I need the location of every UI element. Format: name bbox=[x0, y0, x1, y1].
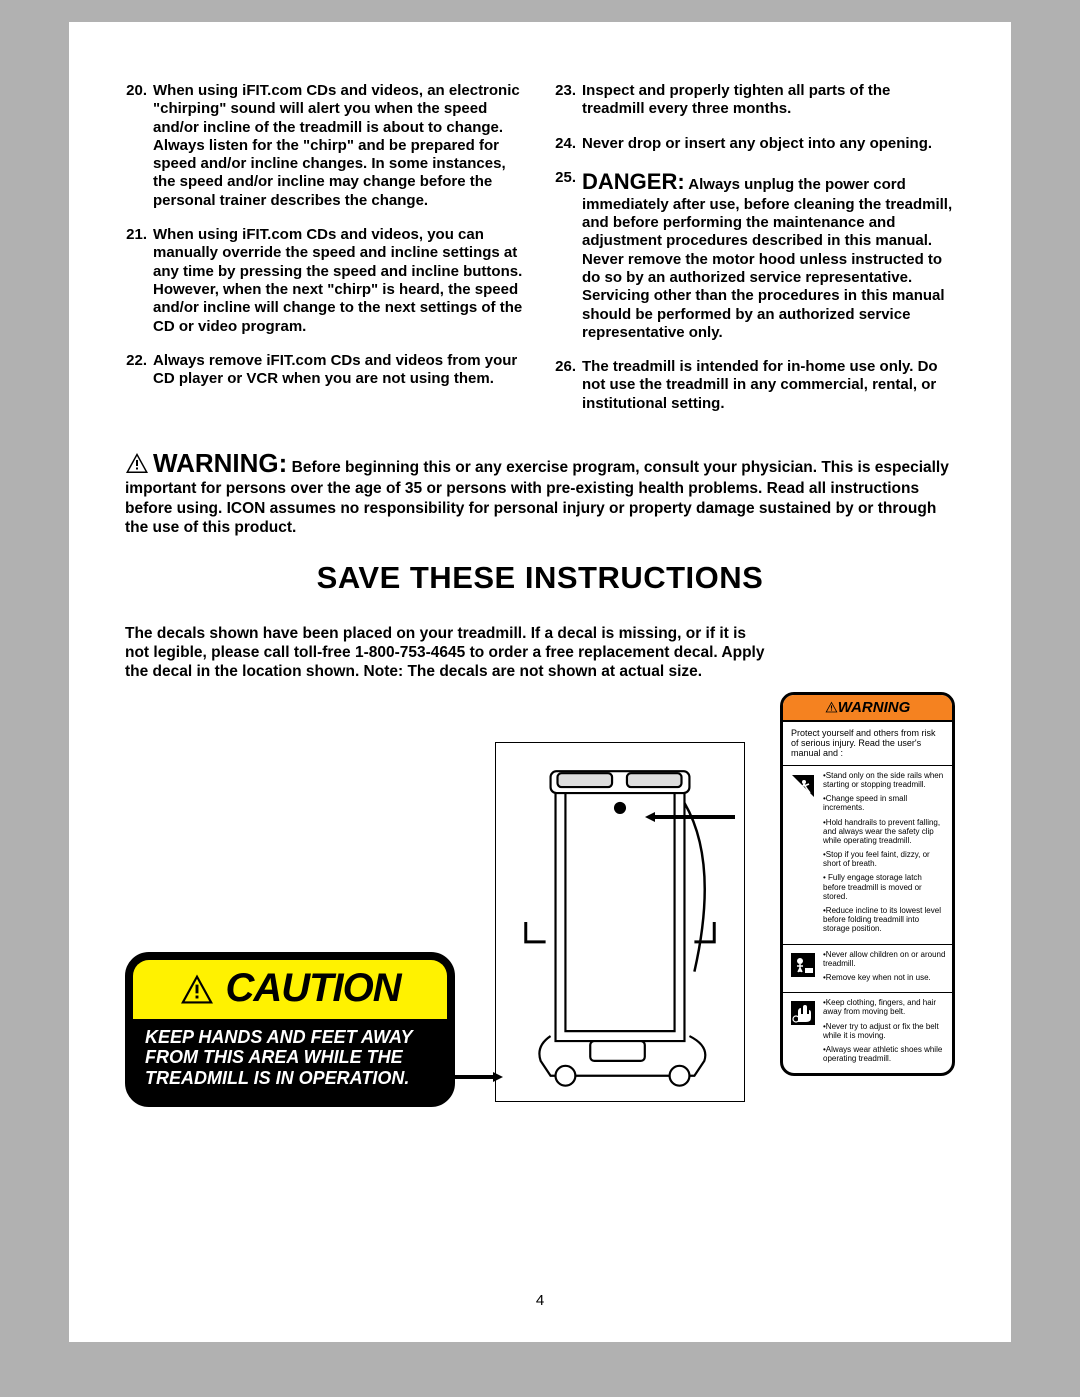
warning-decal-bullet: •Hold handrails to prevent falling, and … bbox=[823, 818, 946, 846]
warning-decal-bullet: •Stand only on the side rails when start… bbox=[823, 771, 946, 789]
warning-decal-section: •Never allow children on or around tread… bbox=[783, 945, 952, 994]
warning-decal-bullet: • Fully engage storage latch before trea… bbox=[823, 873, 946, 901]
list-item: 20.When using iFIT.com CDs and videos, a… bbox=[125, 82, 526, 210]
item-number: 23. bbox=[554, 82, 582, 119]
item-body: Always unplug the power cord immediately… bbox=[582, 176, 952, 341]
warning-decal-bullet: •Never try to adjust or fix the belt whi… bbox=[823, 1022, 946, 1040]
caution-triangle-icon bbox=[179, 966, 225, 1010]
danger-word: DANGER: bbox=[582, 169, 685, 194]
item-text: DANGER: Always unplug the power cord imm… bbox=[582, 169, 955, 342]
warning-decal-bullets: •Keep clothing, fingers, and hair away f… bbox=[823, 998, 946, 1068]
item-number: 26. bbox=[554, 358, 582, 413]
warning-decal-bullet: •Change speed in small increments. bbox=[823, 794, 946, 812]
item-text: Inspect and properly tighten all parts o… bbox=[582, 82, 955, 119]
item-text: The treadmill is intended for in-home us… bbox=[582, 358, 955, 413]
list-item: 22.Always remove iFIT.com CDs and videos… bbox=[125, 352, 526, 389]
page-number: 4 bbox=[125, 1292, 955, 1309]
caution-header: CAUTION bbox=[133, 960, 447, 1019]
item-body: Never drop or insert any object into any… bbox=[582, 135, 932, 152]
item-body: When using iFIT.com CDs and videos, you … bbox=[153, 226, 522, 334]
warning-decal-section: •Stand only on the side rails when start… bbox=[783, 766, 952, 945]
warning-decal-pictogram-icon bbox=[789, 771, 817, 939]
decal-intro-text: The decals shown have been placed on you… bbox=[125, 624, 765, 682]
warning-decal-pictogram-icon bbox=[789, 950, 817, 988]
item-number: 22. bbox=[125, 352, 153, 389]
warning-decal-pictogram-icon bbox=[789, 998, 817, 1068]
manual-page: 20.When using iFIT.com CDs and videos, a… bbox=[69, 22, 1011, 1342]
warning-decal-bullets: •Never allow children on or around tread… bbox=[823, 950, 946, 988]
warning-decal-bullet: •Always wear athletic shoes while operat… bbox=[823, 1045, 946, 1063]
arrow-warning-to-treadmill-icon bbox=[645, 812, 735, 822]
warning-decal-bullet: •Stop if you feel faint, dizzy, or short… bbox=[823, 850, 946, 868]
warning-decal-bullet: •Reduce incline to its lowest level befo… bbox=[823, 906, 946, 934]
caution-word: CAUTION bbox=[225, 966, 400, 1010]
illustration-area: CAUTION KEEP HANDS AND FEET AWAY FROM TH… bbox=[125, 692, 760, 1252]
right-column: 23.Inspect and properly tighten all part… bbox=[554, 82, 955, 429]
item-body: Always remove iFIT.com CDs and videos fr… bbox=[153, 352, 517, 387]
warning-decal-bullet: •Never allow children on or around tread… bbox=[823, 950, 946, 968]
warning-decal-intro: Protect yourself and others from risk of… bbox=[783, 722, 952, 766]
warning-decal-body: •Stand only on the side rails when start… bbox=[783, 766, 952, 1074]
item-text: Never drop or insert any object into any… bbox=[582, 135, 955, 153]
precaution-columns: 20.When using iFIT.com CDs and videos, a… bbox=[125, 82, 955, 429]
decal-illustration-row: CAUTION KEEP HANDS AND FEET AWAY FROM TH… bbox=[125, 692, 955, 1252]
list-item: 24.Never drop or insert any object into … bbox=[554, 135, 955, 153]
caution-body: KEEP HANDS AND FEET AWAY FROM THIS AREA … bbox=[133, 1019, 447, 1099]
item-number: 25. bbox=[554, 169, 582, 342]
treadmill-diagram bbox=[495, 742, 745, 1102]
warning-heading: WARNING: bbox=[153, 448, 287, 478]
warning-decal: WARNING Protect yourself and others from… bbox=[780, 692, 955, 1077]
item-number: 24. bbox=[554, 135, 582, 153]
warning-decal-word: WARNING bbox=[838, 699, 911, 716]
warning-decal-header: WARNING bbox=[783, 695, 952, 722]
warning-decal-bullets: •Stand only on the side rails when start… bbox=[823, 771, 946, 939]
warning-decal-section: •Keep clothing, fingers, and hair away f… bbox=[783, 993, 952, 1073]
warning-triangle-icon bbox=[125, 452, 149, 479]
item-text: When using iFIT.com CDs and videos, an e… bbox=[153, 82, 526, 210]
caution-decal: CAUTION KEEP HANDS AND FEET AWAY FROM TH… bbox=[125, 952, 455, 1107]
item-number: 20. bbox=[125, 82, 153, 210]
item-body: The treadmill is intended for in-home us… bbox=[582, 358, 938, 412]
warning-decal-bullet: •Keep clothing, fingers, and hair away f… bbox=[823, 998, 946, 1016]
item-text: Always remove iFIT.com CDs and videos fr… bbox=[153, 352, 526, 389]
item-body: Inspect and properly tighten all parts o… bbox=[582, 82, 890, 117]
item-text: When using iFIT.com CDs and videos, you … bbox=[153, 226, 526, 336]
left-column: 20.When using iFIT.com CDs and videos, a… bbox=[125, 82, 526, 429]
list-item: 26.The treadmill is intended for in-home… bbox=[554, 358, 955, 413]
warning-decal-bullet: •Remove key when not in use. bbox=[823, 973, 946, 982]
warning-paragraph: WARNING: Before beginning this or any ex… bbox=[125, 447, 955, 538]
list-item: 21.When using iFIT.com CDs and videos, y… bbox=[125, 226, 526, 336]
item-body: When using iFIT.com CDs and videos, an e… bbox=[153, 82, 520, 209]
save-instructions-title: SAVE THESE INSTRUCTIONS bbox=[125, 560, 955, 596]
list-item: 25.DANGER: Always unplug the power cord … bbox=[554, 169, 955, 342]
item-number: 21. bbox=[125, 226, 153, 336]
list-item: 23.Inspect and properly tighten all part… bbox=[554, 82, 955, 119]
